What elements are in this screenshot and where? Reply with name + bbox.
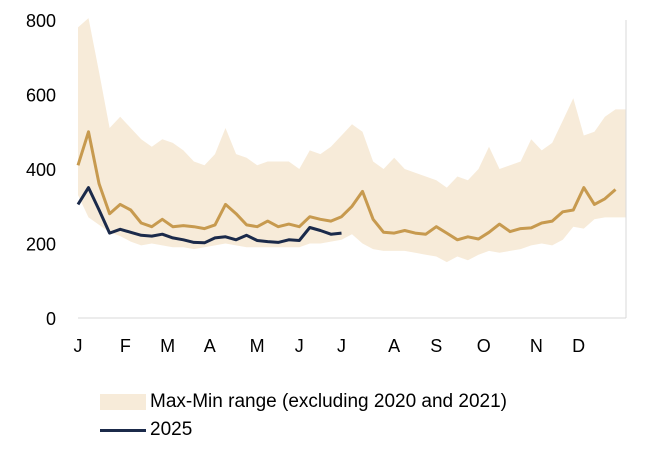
legend-swatch-2025: [100, 428, 146, 432]
y-axis-ticks: 0 200 400 600 800: [26, 11, 56, 329]
max-min-range-band: [78, 18, 626, 263]
y-tick-label: 200: [26, 235, 56, 255]
x-tick-label: O: [477, 336, 491, 356]
x-tick-label: A: [388, 336, 400, 356]
y-tick-label: 600: [26, 86, 56, 106]
x-tick-label: N: [530, 336, 543, 356]
y-tick-label: 400: [26, 160, 56, 180]
x-tick-label: M: [160, 336, 175, 356]
y-tick-label: 800: [26, 11, 56, 31]
y-tick-label: 0: [46, 309, 56, 329]
x-tick-label: S: [430, 336, 442, 356]
legend: Max-Min range (excluding 2020 and 2021) …: [100, 388, 507, 444]
legend-label-band: Max-Min range (excluding 2020 and 2021): [150, 391, 507, 412]
x-tick-label: F: [120, 336, 131, 356]
legend-swatch-band: [100, 394, 146, 410]
legend-item-2025: 2025: [100, 416, 507, 444]
x-tick-label: D: [572, 336, 585, 356]
average-line: [76, 130, 617, 242]
line-chart: 0 200 400 600 800 J F M A M J J A S O N D: [26, 11, 627, 356]
legend-item-band: Max-Min range (excluding 2020 and 2021): [100, 388, 507, 416]
x-tick-label: J: [74, 336, 83, 356]
x-tick-label: A: [204, 336, 216, 356]
x-tick-label: M: [250, 336, 265, 356]
legend-label-2025: 2025: [150, 419, 193, 440]
series-2025-line: [76, 186, 342, 245]
x-tick-label: J: [337, 336, 346, 356]
x-tick-label: J: [295, 336, 304, 356]
